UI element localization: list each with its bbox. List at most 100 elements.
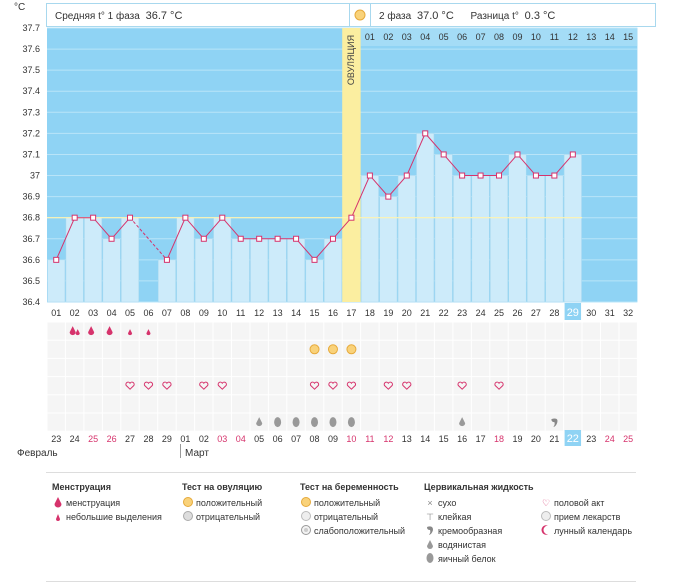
- symbol-cell: [268, 358, 287, 377]
- temperature-point: [71, 214, 78, 221]
- symbol-cell: [250, 340, 268, 358]
- eggwhite-icon: [274, 417, 282, 428]
- calendar-date: 24: [605, 434, 615, 444]
- symbol-cell: [139, 358, 158, 377]
- legend-item: слабоположительный: [314, 526, 406, 536]
- calendar-date: 26: [107, 434, 117, 444]
- symbol-cell: [453, 377, 471, 395]
- calendar-date: 06: [273, 434, 283, 444]
- symbol-cell: [564, 377, 582, 395]
- calendar-date: 17: [476, 434, 486, 444]
- symbol-cell: [471, 358, 490, 377]
- calendar-date: 05: [254, 434, 264, 444]
- cycle-day-label: 10: [217, 308, 227, 318]
- ovulation-test-positive-icon: [327, 344, 338, 355]
- symbol-cell: [490, 377, 508, 395]
- phase2-label-band: [360, 28, 638, 46]
- symbol-cell: [453, 395, 471, 413]
- symbol-cell: [619, 377, 637, 395]
- legend-item: отрицательный: [196, 512, 261, 522]
- symbol-cell: [361, 395, 379, 413]
- cycle-day-label: 23: [457, 308, 467, 318]
- symbol-cell: [305, 395, 324, 413]
- symbol-cell: [361, 413, 379, 431]
- heart-icon: [199, 381, 209, 390]
- temperature-bar: [526, 175, 545, 303]
- y-tick-label: 37.7: [22, 23, 40, 33]
- phase2-day-label: 08: [494, 32, 504, 42]
- drop-heavy-icon: [52, 496, 64, 512]
- symbol-cell: [287, 395, 305, 413]
- legend-title: Менструация: [52, 482, 111, 492]
- calendar-date: 02: [199, 434, 209, 444]
- symbol-cell: [582, 322, 600, 340]
- symbol-cell: [287, 358, 305, 377]
- temperature-point: [163, 256, 170, 263]
- legend-item: отрицательный: [314, 512, 379, 522]
- symbol-cell: [361, 377, 379, 395]
- calendar-date: 25: [88, 434, 98, 444]
- temperature-point: [422, 130, 429, 137]
- heart-icon: [162, 381, 172, 390]
- calendar-date: 07: [291, 434, 301, 444]
- symbol-cell: [582, 377, 600, 395]
- symbol-cell: [176, 413, 195, 431]
- temperature-point: [440, 151, 447, 158]
- phase2-day-label: 02: [383, 32, 393, 42]
- symbol-cell: [361, 358, 379, 377]
- phase2-value: 37.0 °C: [416, 10, 454, 22]
- calendar-date: 18: [494, 434, 504, 444]
- symbol-cell: [379, 377, 398, 395]
- symbol-cell: [508, 322, 527, 340]
- symbol-cell: [490, 413, 508, 431]
- symbol-cell: [545, 322, 564, 340]
- symbol-cell: [158, 395, 176, 413]
- symbol-cell: [324, 358, 342, 377]
- symbol-cell: [287, 377, 305, 395]
- legend-item: положительный: [314, 498, 381, 508]
- legend-item: сухо: [438, 498, 457, 508]
- diff-label: Разница t°: [470, 11, 519, 22]
- y-tick-label: 36.9: [22, 192, 40, 202]
- temperature-bar: [157, 259, 176, 303]
- symbol-cell: [342, 377, 361, 395]
- symbol-cell: [65, 377, 84, 395]
- symbol-cell: [619, 358, 637, 377]
- temperature-bar: [287, 238, 306, 303]
- symbol-cell: [195, 377, 213, 395]
- symbol-cell: [324, 322, 342, 340]
- temperature-bar: [434, 154, 453, 303]
- calendar-date: 22: [567, 433, 579, 445]
- symbol-cell: [490, 340, 508, 358]
- eggwhite-icon: [292, 417, 300, 428]
- symbol-cell: [232, 322, 250, 340]
- cycle-day-label: 25: [494, 308, 504, 318]
- calendar-date: 16: [457, 434, 467, 444]
- symbol-cell: [232, 358, 250, 377]
- symbol-cell: [139, 413, 158, 431]
- calendar-date: 23: [586, 434, 596, 444]
- cycle-day-label: 16: [328, 308, 338, 318]
- symbol-cell: [619, 340, 637, 358]
- temperature-point: [90, 214, 97, 221]
- temperature-point: [532, 172, 539, 179]
- symbol-cell: [564, 340, 582, 358]
- symbol-cell: [158, 322, 176, 340]
- symbol-cell: [398, 395, 416, 413]
- temperature-point: [256, 235, 263, 242]
- temperature-bar: [324, 238, 342, 303]
- today-highlight: [564, 430, 582, 446]
- temperature-bar: [65, 217, 84, 303]
- phase2-day-label: 07: [476, 32, 486, 42]
- temperature-bar: [84, 217, 103, 303]
- test-negative-icon: [182, 510, 194, 526]
- temperature-line: [221, 217, 242, 240]
- heart-icon: ♡: [541, 498, 551, 508]
- cycle-day-label: 30: [586, 308, 596, 318]
- cycle-day-label: 27: [531, 308, 541, 318]
- cycle-day-label: 08: [180, 308, 190, 318]
- legend-item: небольшие выделения: [66, 512, 162, 522]
- symbol-cell: [545, 340, 564, 358]
- symbol-cell: [139, 377, 158, 395]
- y-tick-label: 36.4: [22, 297, 40, 307]
